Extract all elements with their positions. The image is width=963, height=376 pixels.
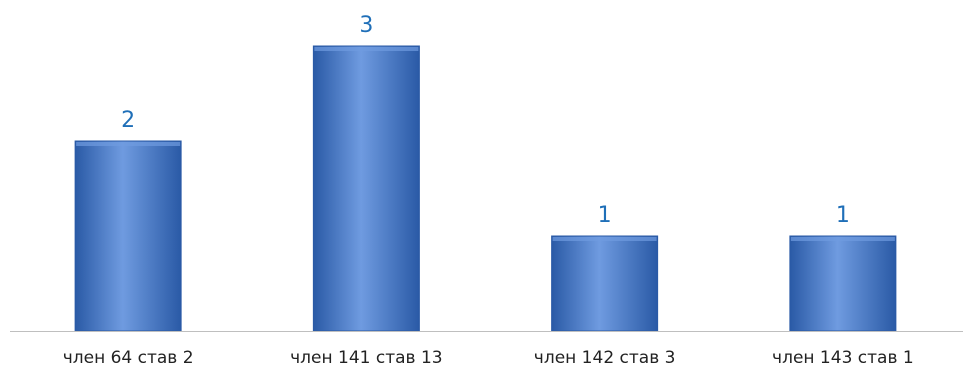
- data-labels-layer: 2 3 1 1: [121, 13, 850, 228]
- x-tick-label-1: член 64 став 2: [63, 348, 194, 368]
- x-tick-label-4: член 143 став 1: [772, 348, 914, 368]
- bars-layer: [74, 45, 897, 332]
- bar-2: [312, 45, 420, 332]
- data-label-3: 1: [598, 203, 612, 228]
- bar-4: [789, 235, 897, 332]
- data-label-4: 1: [836, 203, 850, 228]
- x-tick-label-3: член 142 став 3: [534, 348, 676, 368]
- bar-bevel-1: [76, 142, 181, 146]
- bar-3: [551, 235, 659, 332]
- bar-bevel-4: [790, 237, 895, 241]
- x-tick-labels-layer: член 64 став 2 член 141 став 13 член 142 с…: [63, 348, 914, 368]
- data-label-1: 2: [121, 108, 135, 133]
- bar-bevel-2: [314, 47, 419, 51]
- x-tick-label-2: член 141 став 13: [290, 348, 442, 368]
- data-label-2: 3: [359, 13, 373, 38]
- bar-1: [74, 140, 182, 332]
- bar-bevel-3: [552, 237, 657, 241]
